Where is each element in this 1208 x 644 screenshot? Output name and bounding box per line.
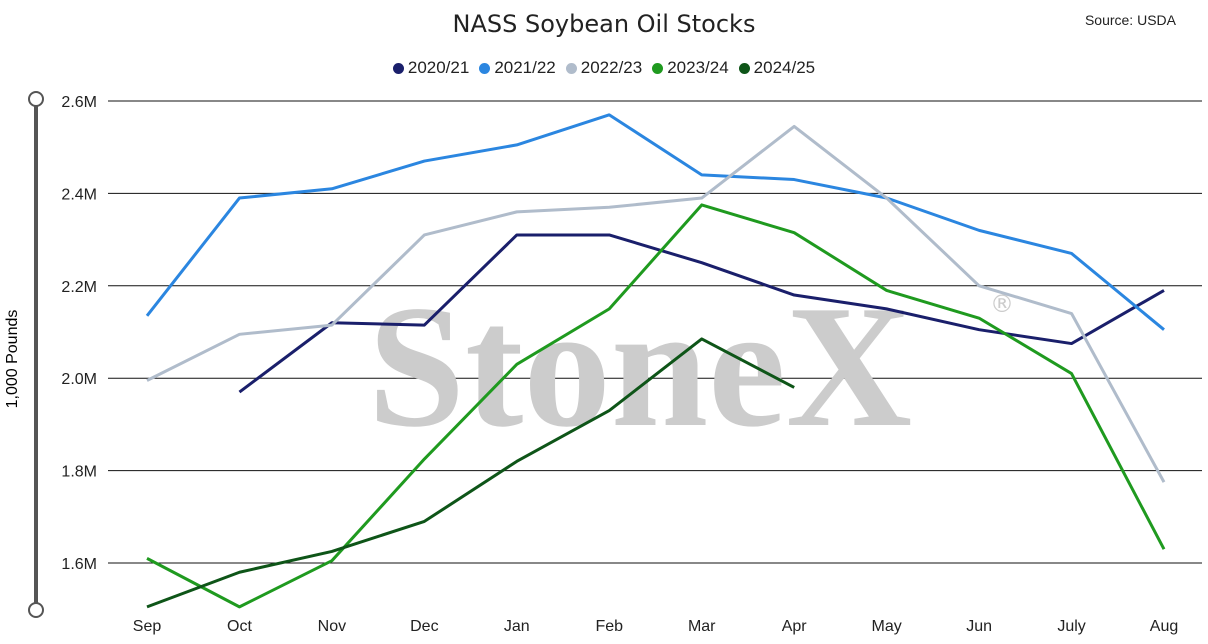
y-tick-labels: 1.6M 1.8M 2.0M 2.2M 2.4M 2.6M (61, 94, 97, 573)
legend-dot-icon (479, 62, 491, 74)
y-tick-label: 2.2M (61, 279, 97, 296)
y-tick-label: 2.4M (61, 186, 97, 203)
zoom-slider-handle-top[interactable] (28, 91, 44, 107)
legend-item-2021-22[interactable]: 2021/22 (479, 58, 556, 78)
series-line-2021-22[interactable] (145, 113, 1165, 331)
x-tick-label: Mar (688, 618, 716, 635)
watermark: StoneX ® (368, 269, 1014, 463)
x-tick-label: Apr (782, 618, 808, 635)
series-line-2023-24[interactable] (146, 203, 1166, 609)
x-tick-label: Oct (227, 618, 252, 635)
y-tick-label: 2.0M (61, 371, 97, 388)
legend-label: 2023/24 (667, 58, 729, 77)
chart-title: NASS Soybean Oil Stocks (452, 10, 756, 38)
x-tick-label: Dec (410, 618, 438, 635)
source-note: Source: USDA (1084, 12, 1176, 28)
x-tick-label: Jun (966, 618, 992, 635)
legend-item-2020-21[interactable]: 2020/21 (392, 58, 470, 78)
legend-label: 2021/22 (494, 58, 556, 77)
zoom-slider[interactable] (28, 91, 44, 618)
x-tick-label: July (1057, 618, 1085, 635)
legend-dot-icon (565, 62, 577, 74)
x-tick-label: Feb (595, 618, 623, 635)
legend-dot-icon (392, 62, 404, 74)
series-line-2020-21[interactable] (238, 233, 1165, 394)
legend-dot-icon (652, 62, 664, 74)
series-lines (145, 113, 1166, 609)
x-tick-labels: Sep Oct Nov Dec Jan Feb Mar Apr May Jun July Aug (133, 618, 1178, 635)
y-tick-label: 2.6M (61, 94, 97, 111)
watermark-text: StoneX (368, 269, 912, 463)
x-tick-label: May (872, 618, 902, 635)
x-tick-label: Sep (133, 618, 162, 635)
series-line-2024-25[interactable] (146, 337, 795, 609)
legend-item-2024-25[interactable]: 2024/25 (738, 58, 816, 78)
legend-label: 2022/23 (580, 58, 643, 77)
legend-item-2022-23[interactable]: 2022/23 (565, 58, 643, 78)
legend-label: 2020/21 (407, 58, 470, 77)
legend-label: 2024/25 (753, 58, 816, 77)
x-tick-label: Jan (504, 618, 530, 635)
legend: 2020/21 2021/22 2022/23 2023/24 2024/25 (0, 58, 1208, 78)
legend-dot-icon (738, 62, 750, 74)
legend-item-2023-24[interactable]: 2023/24 (652, 58, 729, 78)
y-tick-label: 1.8M (61, 464, 97, 481)
zoom-slider-handle-bottom[interactable] (28, 602, 44, 618)
x-tick-label: Aug (1150, 618, 1178, 635)
series-line-2022-23[interactable] (146, 124, 1166, 483)
x-tick-label: Nov (318, 618, 346, 635)
y-tick-label: 1.6M (61, 556, 97, 573)
